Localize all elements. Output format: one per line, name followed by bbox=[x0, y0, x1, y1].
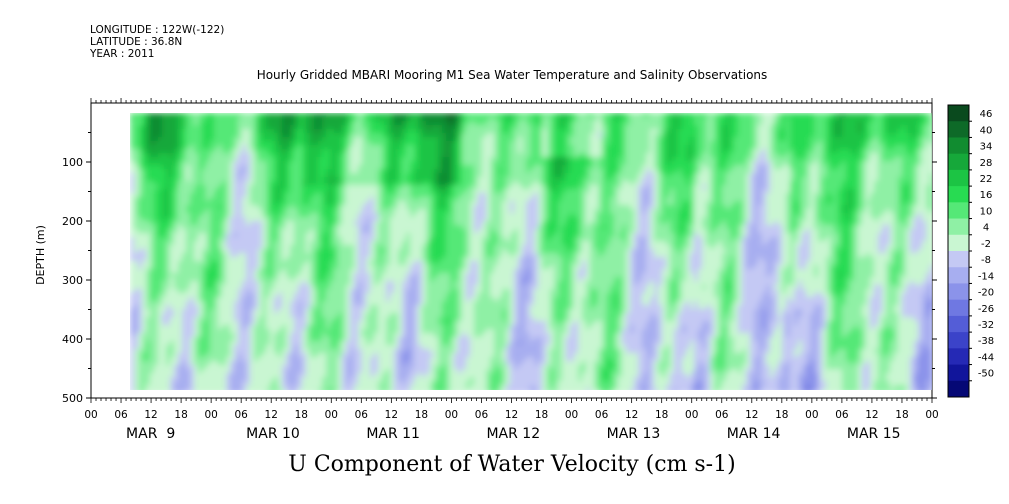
x-hour-label: 12 bbox=[144, 409, 157, 421]
x-hour-label: 18 bbox=[895, 409, 908, 421]
colorbar-label: 46 bbox=[980, 109, 993, 120]
colorbar-label: 22 bbox=[980, 174, 993, 185]
x-day-label: MAR 10 bbox=[246, 426, 300, 442]
colorbar-label: -14 bbox=[978, 271, 994, 282]
x-hour-label: 06 bbox=[475, 409, 489, 421]
x-day-label: MAR 14 bbox=[727, 426, 781, 442]
y-tick-label: 200 bbox=[62, 215, 83, 228]
colorbar: 46 40 34 28 22 16 10 4 -2 -8 -14 -20 -26 -32 -38 -44 -50 bbox=[947, 104, 994, 398]
colorbar-label: 28 bbox=[980, 158, 993, 169]
heatmap-field bbox=[130, 113, 932, 390]
x-hour-label: 18 bbox=[655, 409, 668, 421]
colorbar-segment bbox=[948, 251, 969, 268]
x-hour-label: 00 bbox=[685, 409, 698, 421]
colorbar-label: -2 bbox=[981, 239, 991, 250]
x-hour-label: 18 bbox=[415, 409, 428, 421]
colorbar-segment bbox=[948, 218, 969, 236]
x-hour-label: 18 bbox=[174, 409, 187, 421]
y-axis-label: DEPTH (m) bbox=[34, 225, 47, 285]
plot-metadata: LONGITUDE : 122W(-122) LATITUDE : 36.8N … bbox=[90, 24, 224, 60]
x-hour-label: 12 bbox=[865, 409, 878, 421]
year-label: YEAR : 2011 bbox=[90, 48, 155, 60]
latitude-label: LATITUDE : 36.8N bbox=[90, 36, 183, 48]
colorbar-label: -44 bbox=[978, 352, 994, 363]
colorbar-label: 34 bbox=[980, 142, 993, 153]
x-hour-label: 00 bbox=[445, 409, 458, 421]
colorbar-segment bbox=[948, 234, 969, 252]
x-hour-label: 12 bbox=[625, 409, 638, 421]
x-hour-label: 12 bbox=[745, 409, 758, 421]
x-hour-label: 00 bbox=[925, 409, 938, 421]
x-day-label: MAR 12 bbox=[486, 426, 540, 442]
colorbar-label: -50 bbox=[978, 369, 994, 380]
x-hour-label: 00 bbox=[204, 409, 217, 421]
colorbar-segment bbox=[948, 186, 969, 203]
colorbar-label: -8 bbox=[981, 255, 991, 266]
x-hour-label: 06 bbox=[355, 409, 369, 421]
x-hour-label: 18 bbox=[535, 409, 548, 421]
y-tick-label: 300 bbox=[62, 274, 83, 287]
colorbar-segment bbox=[948, 348, 969, 365]
colorbar-segment bbox=[948, 153, 969, 171]
colorbar-segment bbox=[948, 137, 969, 155]
x-hour-label: 18 bbox=[295, 409, 308, 421]
x-hour-label: 18 bbox=[775, 409, 788, 421]
colorbar-segment bbox=[948, 299, 969, 317]
x-hour-label: 00 bbox=[565, 409, 578, 421]
colorbar-segment bbox=[948, 380, 969, 398]
chart-title: Hourly Gridded MBARI Mooring M1 Sea Wate… bbox=[256, 68, 768, 82]
x-day-label: MAR 15 bbox=[847, 426, 901, 442]
colorbar-label: -38 bbox=[978, 336, 994, 347]
colorbar-segment bbox=[948, 332, 969, 349]
colorbar-label: -26 bbox=[978, 304, 994, 315]
colorbar-segment bbox=[948, 105, 969, 122]
y-tick-label: 500 bbox=[62, 392, 83, 405]
colorbar-label: 10 bbox=[980, 206, 993, 217]
colorbar-label: -20 bbox=[978, 288, 994, 299]
colorbar-segment bbox=[948, 267, 969, 284]
longitude-label: LONGITUDE : 122W(-122) bbox=[90, 24, 225, 36]
x-hour-label: 06 bbox=[114, 409, 128, 421]
x-hour-label: 12 bbox=[265, 409, 278, 421]
x-day-label: MAR 11 bbox=[366, 426, 420, 442]
colorbar-segment bbox=[948, 315, 969, 333]
x-hour-label: 00 bbox=[325, 409, 338, 421]
x-axis-label: U Component of Water Velocity (cm s-1) bbox=[288, 452, 736, 477]
colorbar-segment bbox=[948, 169, 969, 187]
x-hour-label: 06 bbox=[234, 409, 248, 421]
x-hour-label: 06 bbox=[835, 409, 849, 421]
x-hour-label: 06 bbox=[715, 409, 729, 421]
x-hour-label: 12 bbox=[505, 409, 518, 421]
x-hour-label: 00 bbox=[805, 409, 818, 421]
colorbar-label: 16 bbox=[980, 190, 993, 201]
colorbar-segment bbox=[948, 202, 969, 219]
y-tick-label: 400 bbox=[62, 333, 83, 346]
colorbar-segment bbox=[948, 121, 969, 138]
x-hour-label: 12 bbox=[385, 409, 398, 421]
colorbar-segment bbox=[948, 283, 969, 301]
x-hour-label: 00 bbox=[84, 409, 97, 421]
colorbar-label: 40 bbox=[980, 125, 993, 136]
x-hour-label: 06 bbox=[595, 409, 609, 421]
y-tick-label: 100 bbox=[62, 156, 83, 169]
x-day-label: MAR 9 bbox=[126, 426, 175, 442]
x-day-label: MAR 13 bbox=[607, 426, 661, 442]
colorbar-segment bbox=[948, 364, 969, 382]
colorbar-label: 4 bbox=[983, 223, 989, 234]
colorbar-label: -32 bbox=[978, 320, 994, 331]
